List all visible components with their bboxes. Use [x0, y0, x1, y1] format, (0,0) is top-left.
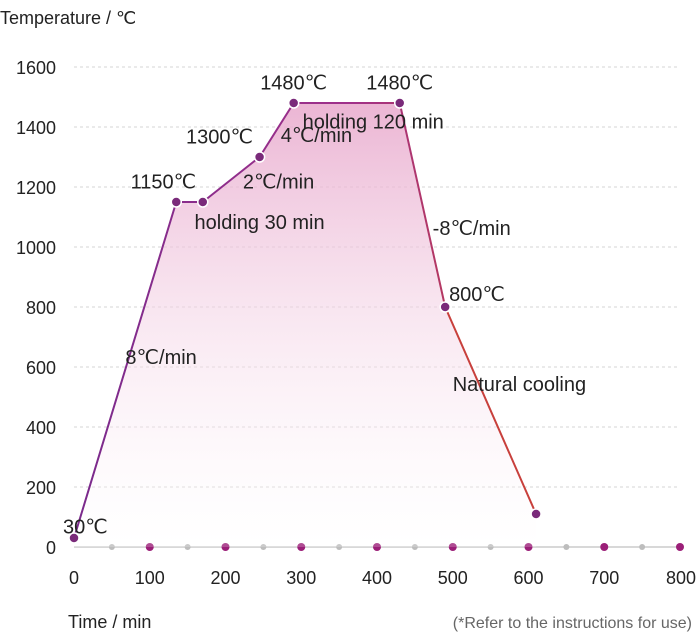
- profile-segment: [444, 306, 538, 515]
- profile-point: [253, 151, 266, 163]
- axis-major-dot: [600, 543, 609, 551]
- x-tick-label: 0: [69, 568, 79, 588]
- annotation-label: Natural cooling: [453, 374, 586, 396]
- y-tick-label: 0: [46, 538, 56, 558]
- profile-point: [197, 196, 209, 208]
- annotations: 30℃ 1150℃ holding 30 min 1300℃ 2℃/min 4℃/min 1…: [63, 73, 586, 539]
- profile-point: [393, 97, 406, 109]
- x-tick-label: 400: [362, 568, 392, 588]
- annotation-label: 1300℃: [186, 127, 253, 149]
- annotation-label: 800℃: [449, 284, 505, 306]
- profile-point: [170, 196, 183, 208]
- annotation-label: 2℃/min: [243, 172, 314, 194]
- axis-major-dot: [676, 543, 684, 551]
- y-tick-label: 1000: [16, 238, 56, 258]
- usage-note: (*Refer to the instructions for use): [453, 615, 692, 632]
- profile-point: [530, 508, 542, 520]
- x-axis-ticks: 0 100 200 300 400 500 600 700 800: [69, 568, 696, 588]
- annotation-label: 1150℃: [131, 172, 196, 194]
- y-tick-label: 600: [26, 358, 56, 378]
- profile-fill: [74, 103, 537, 547]
- x-tick-label: 300: [286, 568, 316, 588]
- y-tick-label: 200: [26, 478, 56, 498]
- profile-point: [287, 97, 300, 109]
- profile-segment: [398, 102, 447, 308]
- profile-line: [73, 102, 538, 539]
- y-tick-label: 1600: [16, 58, 56, 78]
- x-tick-label: 600: [513, 568, 543, 588]
- annotation-label: 1480℃: [366, 73, 433, 95]
- x-tick-label: 100: [135, 568, 165, 588]
- profile-point: [68, 532, 80, 544]
- annotation-label: 4℃/min: [281, 125, 352, 147]
- profile-area: [74, 103, 537, 547]
- x-tick-label: 200: [210, 568, 240, 588]
- profile-segment: [73, 201, 178, 539]
- profile-segment: [201, 156, 261, 203]
- y-tick-label: 400: [26, 418, 56, 438]
- x-axis-title: Time / min: [68, 612, 151, 632]
- annotation-label: 30℃: [63, 517, 108, 539]
- annotation-label: 1480℃: [260, 73, 327, 95]
- axis-minor-dot: [563, 544, 570, 550]
- annotation-label: holding 30 min: [195, 212, 325, 234]
- annotation-label: 8℃/min: [125, 347, 196, 369]
- annotation-label: holding 120 min: [303, 112, 444, 134]
- x-tick-label: 800: [666, 568, 696, 588]
- profile-points: [68, 97, 542, 544]
- axis-minor-dot: [639, 544, 646, 550]
- x-tick-label: 700: [589, 568, 619, 588]
- profile-segment: [258, 102, 295, 158]
- y-axis-title: Temperature / ℃: [0, 8, 136, 28]
- y-tick-label: 1400: [16, 118, 56, 138]
- y-axis-ticks: 0 200 400 600 800 1000 1200 1400 1600: [16, 58, 56, 558]
- x-tick-label: 500: [438, 568, 468, 588]
- annotation-label: -8℃/min: [433, 218, 511, 240]
- y-tick-label: 800: [26, 298, 56, 318]
- profile-point: [439, 301, 451, 313]
- y-tick-label: 1200: [16, 178, 56, 198]
